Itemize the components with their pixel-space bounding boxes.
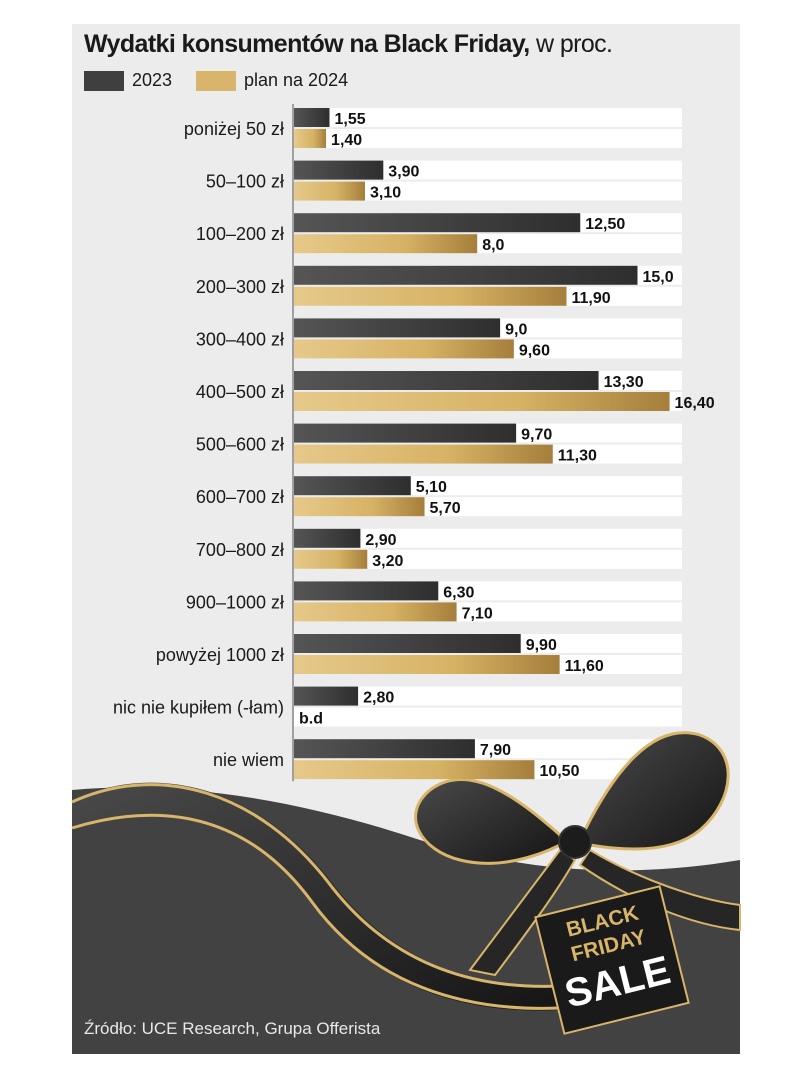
bar-2023 [294, 371, 599, 390]
black-friday-decoration: BLACK FRIDAY SALE [71, 731, 741, 1054]
sale-tag: BLACK FRIDAY SALE [534, 885, 690, 1035]
bar-track [294, 129, 682, 148]
value-label-plan-2024: 1,40 [331, 132, 362, 149]
bar-plan-2024 [294, 181, 365, 201]
bar-2023 [294, 686, 359, 706]
category-label: 200–300 zł [196, 277, 284, 297]
source-note: Źródło: UCE Research, Grupa Offerista [84, 1019, 381, 1038]
bar-2023 [294, 265, 638, 285]
bar-track [294, 549, 682, 569]
category-label: 100–200 zł [196, 224, 284, 244]
bar-track [294, 528, 682, 548]
bar-2023 [294, 476, 411, 496]
title-unit: w proc. [536, 30, 613, 58]
value-label-2023: 1,55 [334, 111, 365, 128]
value-label-2023: 9,90 [526, 637, 557, 654]
category-label: powyżej 1000 zł [156, 645, 284, 665]
value-label-2023: 2,80 [363, 690, 394, 707]
value-label-plan-2024: 3,20 [372, 553, 403, 570]
bar-plan-2024 [294, 392, 670, 411]
bow-right-loop [583, 731, 730, 851]
bar-2023 [294, 739, 475, 759]
bar-2023 [294, 423, 517, 443]
ribbon-gold-edge-2 [71, 813, 561, 1010]
value-label-2023: 9,0 [505, 321, 527, 338]
bar-plan-2024 [294, 549, 368, 569]
bar-2023 [294, 318, 501, 338]
bow-left-loop [414, 777, 562, 865]
chart-title: Wydatki konsumentów na Black Friday, w p… [84, 30, 613, 59]
bar-track [294, 160, 682, 180]
bar-2023 [294, 160, 384, 180]
ribbon-band [72, 782, 560, 1011]
value-label-plan-2024: 9,60 [519, 342, 550, 359]
category-label: 600–700 zł [196, 487, 284, 507]
bar-plan-2024 [294, 760, 535, 780]
bar-track [294, 108, 682, 127]
category-label: poniżej 50 zł [184, 119, 284, 139]
value-label-2023: 15,0 [643, 269, 674, 286]
bar-plan-2024 [294, 655, 560, 674]
bar-2023 [294, 528, 361, 548]
bar-plan-2024 [294, 286, 567, 306]
category-label: 500–600 zł [196, 435, 284, 455]
value-label-plan-2024: b.d [299, 711, 323, 728]
legend-swatch-plan-2024 [196, 71, 236, 91]
value-label-plan-2024: 11,90 [572, 290, 611, 307]
bar-2023 [294, 634, 521, 653]
value-label-plan-2024: 16,40 [675, 395, 715, 412]
bar-plan-2024 [294, 234, 478, 254]
value-label-2023: 13,30 [604, 374, 644, 391]
category-label: 300–400 zł [196, 329, 284, 349]
value-label-plan-2024: 10,50 [539, 763, 579, 780]
bar-plan-2024 [294, 602, 457, 622]
bar-2023 [294, 108, 330, 127]
category-label: 900–1000 zł [186, 592, 284, 612]
legend-swatch-2023 [84, 71, 124, 91]
bar-plan-2024 [294, 129, 327, 148]
legend-label-2023: 2023 [132, 70, 173, 90]
bow-tail-left [468, 848, 577, 977]
category-label: nie wiem [213, 750, 284, 770]
title-bold: Wydatki konsumentów na Black Friday, [84, 30, 530, 58]
ribbon-gold-edge-1 [71, 783, 561, 988]
value-label-plan-2024: 11,60 [565, 658, 604, 675]
value-label-plan-2024: 11,30 [558, 448, 597, 465]
bar-track [294, 686, 682, 706]
bar-plan-2024 [294, 444, 553, 464]
value-label-plan-2024: 7,10 [462, 605, 493, 622]
value-label-2023: 3,90 [388, 164, 419, 181]
value-label-plan-2024: 3,10 [370, 185, 401, 202]
bar-plan-2024 [294, 339, 514, 359]
value-label-2023: 2,90 [365, 532, 396, 549]
bow-knot [558, 825, 592, 859]
bar-2023 [294, 213, 581, 233]
category-label: 50–100 zł [206, 172, 284, 192]
value-label-2023: 5,10 [416, 479, 447, 496]
value-label-plan-2024: 5,70 [430, 500, 461, 517]
bar-track [294, 181, 682, 201]
category-label: 700–800 zł [196, 540, 284, 560]
value-label-2023: 7,90 [480, 742, 511, 759]
legend-label-plan-2024: plan na 2024 [244, 70, 349, 90]
value-label-2023: 12,50 [585, 216, 625, 233]
category-label: 400–500 zł [196, 382, 284, 402]
bar-track [294, 707, 682, 727]
category-label: nic nie kupiłem (-łam) [113, 698, 284, 718]
value-label-2023: 6,30 [443, 584, 474, 601]
value-label-plan-2024: 8,0 [482, 237, 504, 254]
bar-2023 [294, 581, 439, 601]
value-label-2023: 9,70 [521, 427, 552, 444]
bar-plan-2024 [294, 497, 425, 517]
